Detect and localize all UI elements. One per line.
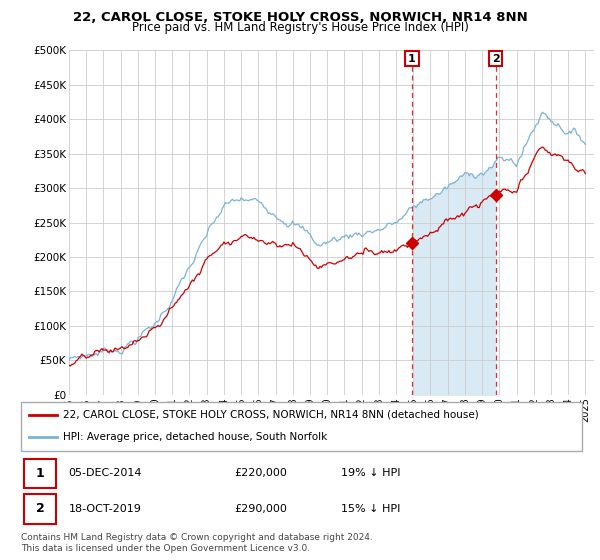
Text: 18-OCT-2019: 18-OCT-2019 <box>68 504 142 514</box>
Text: Contains HM Land Registry data © Crown copyright and database right 2024.
This d: Contains HM Land Registry data © Crown c… <box>21 533 373 553</box>
FancyBboxPatch shape <box>24 459 56 488</box>
Text: 19% ↓ HPI: 19% ↓ HPI <box>341 468 400 478</box>
Text: 1: 1 <box>35 467 44 480</box>
Text: £220,000: £220,000 <box>234 468 287 478</box>
Text: 15% ↓ HPI: 15% ↓ HPI <box>341 504 400 514</box>
Text: 2: 2 <box>492 54 500 64</box>
Text: £290,000: £290,000 <box>234 504 287 514</box>
Text: 22, CAROL CLOSE, STOKE HOLY CROSS, NORWICH, NR14 8NN: 22, CAROL CLOSE, STOKE HOLY CROSS, NORWI… <box>73 11 527 24</box>
Text: 22, CAROL CLOSE, STOKE HOLY CROSS, NORWICH, NR14 8NN (detached house): 22, CAROL CLOSE, STOKE HOLY CROSS, NORWI… <box>63 410 479 420</box>
Text: Price paid vs. HM Land Registry's House Price Index (HPI): Price paid vs. HM Land Registry's House … <box>131 21 469 34</box>
Text: 2: 2 <box>35 502 44 515</box>
Text: 05-DEC-2014: 05-DEC-2014 <box>68 468 142 478</box>
Text: HPI: Average price, detached house, South Norfolk: HPI: Average price, detached house, Sout… <box>63 432 328 442</box>
FancyBboxPatch shape <box>24 494 56 524</box>
Text: 1: 1 <box>408 54 416 64</box>
FancyBboxPatch shape <box>21 402 582 451</box>
